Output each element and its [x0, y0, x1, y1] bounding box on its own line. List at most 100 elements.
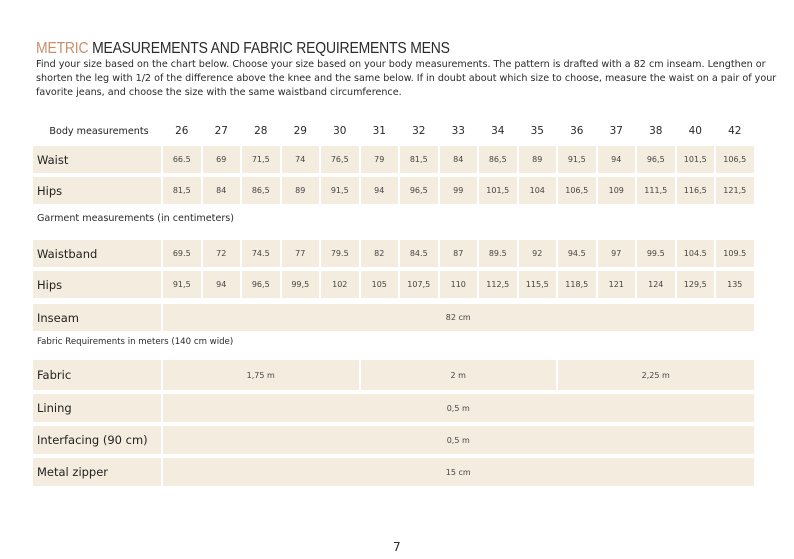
table-cell: 118,5 [558, 271, 596, 298]
table-cell: 107,5 [400, 271, 438, 298]
intro-text: Find your size based on the chart below.… [36, 59, 777, 98]
row-label: Hips [33, 177, 161, 204]
table-cell: 84 [439, 146, 477, 173]
table-cell: 94 [597, 146, 635, 173]
table-cell: 112,5 [479, 271, 517, 298]
table-cell: 121,5 [716, 177, 754, 204]
row-label: Waistband [33, 240, 161, 267]
table-cell: 69.5 [163, 240, 201, 267]
page-title: METRIC MEASUREMENTS AND FABRIC REQUIREME… [36, 40, 450, 57]
table-cell: 104.5 [676, 240, 714, 267]
size-header: 35 [530, 125, 544, 137]
table-cell: 79 [360, 146, 398, 173]
size-header: 26 [175, 125, 189, 137]
garment-section-label: Garment measurements (in centimeters) [37, 213, 235, 224]
size-header: 38 [649, 125, 663, 137]
table-cell: 82 [360, 240, 398, 267]
table-cell: 71,5 [242, 146, 280, 173]
size-header: 34 [491, 125, 505, 137]
table-cell: 94 [360, 177, 398, 204]
table-cell: 86,5 [242, 177, 280, 204]
table-cell: 86,5 [479, 146, 517, 173]
table-cell: 81,5 [163, 177, 201, 204]
table-cell: 96,5 [242, 271, 280, 298]
size-header: 32 [412, 125, 426, 137]
page-number: 7 [393, 540, 401, 554]
table-cell: 91,5 [321, 177, 359, 204]
table-cell: 101,5 [676, 146, 714, 173]
table-cell: 69 [202, 146, 240, 173]
fabric-amount: 15 cm [163, 458, 754, 486]
table-cell: 124 [637, 271, 675, 298]
table-cell: 99 [439, 177, 477, 204]
table-cell: 72 [202, 240, 240, 267]
table-cell: 89 [281, 177, 319, 204]
table-cell: 99,5 [281, 271, 319, 298]
size-header: 31 [372, 125, 386, 137]
fabric-amount: 2,25 m [558, 360, 754, 390]
size-header: 27 [214, 125, 228, 137]
table-cell: 79.5 [321, 240, 359, 267]
table-cell: 89.5 [479, 240, 517, 267]
fabric-amount: 0,5 m [163, 426, 754, 454]
size-header: 40 [688, 125, 702, 137]
table-cell: 74 [281, 146, 319, 173]
table-cell: 104 [518, 177, 556, 204]
table-cell: 81,5 [400, 146, 438, 173]
table-cell: 96,5 [637, 146, 675, 173]
table-cell: 97 [597, 240, 635, 267]
row-label: Body measurements [49, 125, 149, 137]
size-header: 30 [333, 125, 347, 137]
table-cell: 102 [321, 271, 359, 298]
table-cell: 121 [597, 271, 635, 298]
table-cell: 115,5 [518, 271, 556, 298]
table-cell: 135 [716, 271, 754, 298]
table-cell: 96,5 [400, 177, 438, 204]
table-cell: 94 [202, 271, 240, 298]
table-cell: 84.5 [400, 240, 438, 267]
table-cell: 105 [360, 271, 398, 298]
table-cell: 92 [518, 240, 556, 267]
table-cell: 77 [281, 240, 319, 267]
size-header: 29 [293, 125, 307, 137]
garment-measurements-table: Waistband 69.5 72 74.5 77 79.5 82 84.5 87 89.5 92 9… [33, 240, 754, 331]
body-measurements-table: Body measurements 26 27 28 29 30 31 32 33 34 35 36 3… [33, 120, 754, 204]
table-cell: 111,5 [637, 177, 675, 204]
inseam-value: 82 cm [163, 304, 754, 331]
table-cell: 110 [439, 271, 477, 298]
table-cell: 109 [597, 177, 635, 204]
size-header: 37 [609, 125, 623, 137]
fabric-section-label: Fabric Requirements in meters (140 cm wi… [37, 337, 234, 347]
table-cell: 99.5 [637, 240, 675, 267]
table-cell: 94.5 [558, 240, 596, 267]
table-cell: 87 [439, 240, 477, 267]
table-cell: 89 [518, 146, 556, 173]
size-header: 42 [728, 125, 742, 137]
table-cell: 74.5 [242, 240, 280, 267]
fabric-amount: 0,5 m [163, 394, 754, 422]
size-header: 28 [254, 125, 268, 137]
table-cell: 129,5 [676, 271, 714, 298]
row-label: Inseam [33, 304, 161, 331]
fabric-amount: 2 m [360, 360, 556, 390]
table-cell: 91,5 [163, 271, 201, 298]
table-cell: 106,5 [558, 177, 596, 204]
table-cell: 116,5 [676, 177, 714, 204]
row-label: Metal zipper [33, 458, 161, 486]
table-cell: 84 [202, 177, 240, 204]
row-label: Hips [33, 271, 161, 298]
size-header: 36 [570, 125, 584, 137]
table-cell: 66.5 [163, 146, 201, 173]
row-label: Interfacing (90 cm) [33, 426, 161, 454]
row-label: Fabric [33, 360, 161, 390]
table-cell: 109.5 [716, 240, 754, 267]
table-cell: 91,5 [558, 146, 596, 173]
row-label: Waist [33, 146, 161, 173]
size-header: 33 [451, 125, 465, 137]
table-cell: 76,5 [321, 146, 359, 173]
row-label: Lining [33, 394, 161, 422]
fabric-amount: 1,75 m [163, 360, 359, 390]
table-cell: 101,5 [479, 177, 517, 204]
